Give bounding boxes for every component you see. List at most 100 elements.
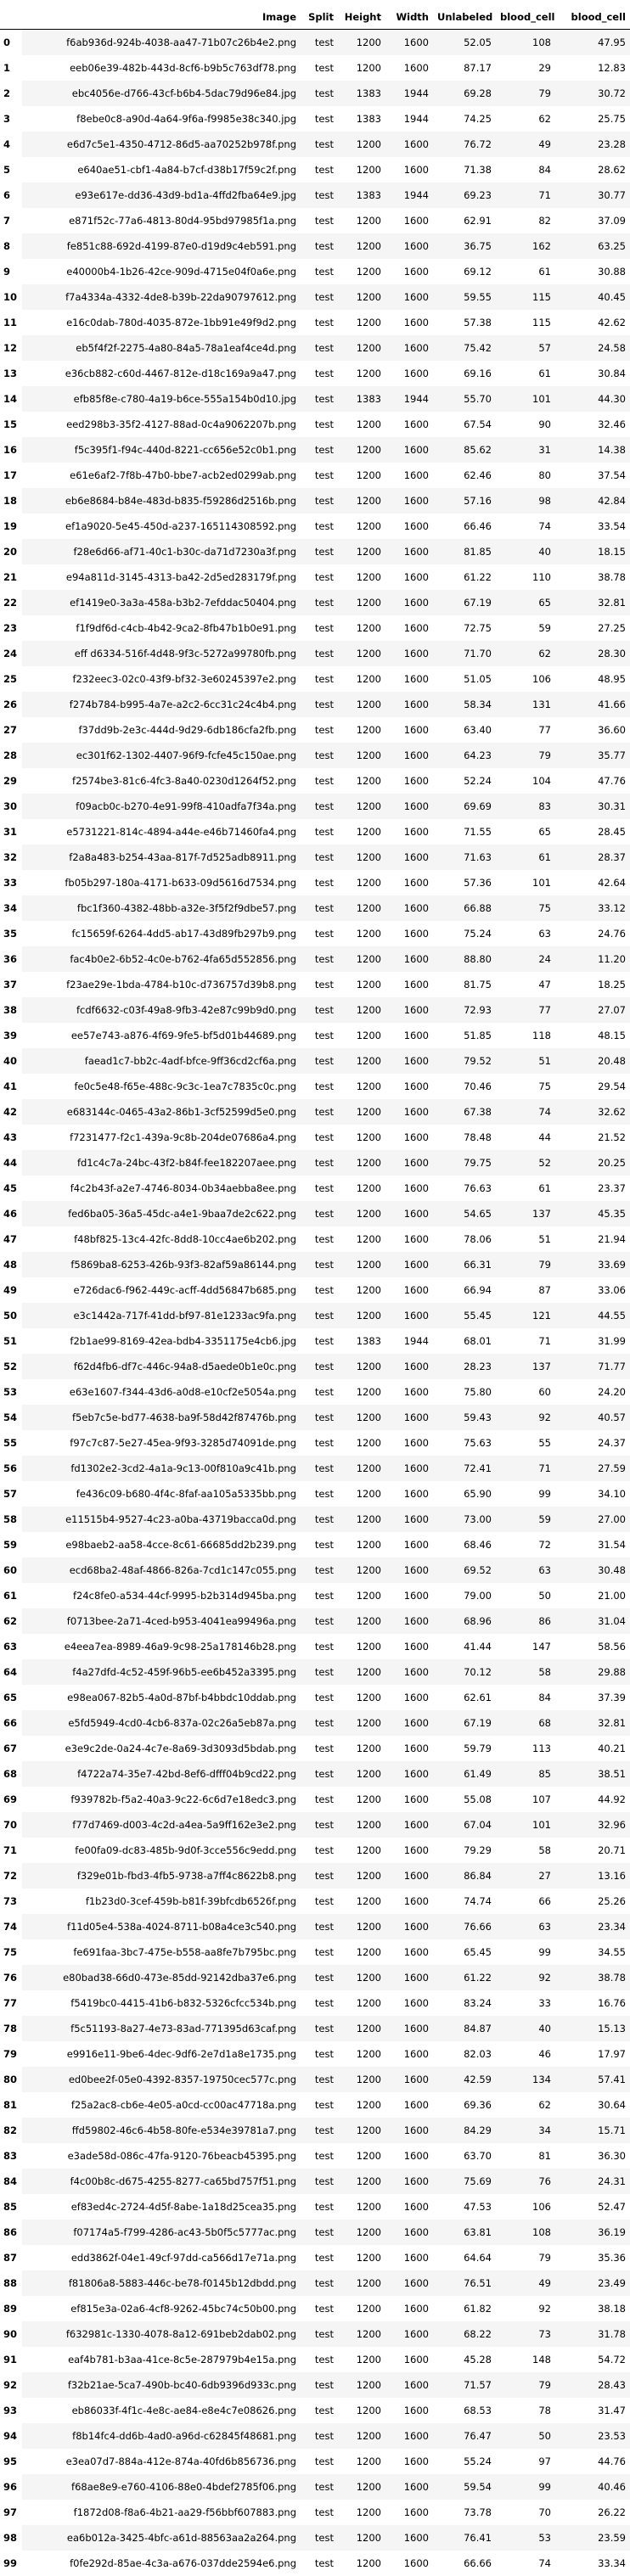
- blood-cell-count-cell: 99: [496, 1481, 555, 1507]
- height-cell: 1200: [338, 921, 385, 946]
- split-cell: test: [301, 1099, 338, 1125]
- split-cell: test: [301, 1405, 338, 1430]
- width-cell: 1600: [385, 564, 433, 590]
- row-index: 62: [0, 1608, 22, 1634]
- blood-cell-count-cell: 62: [496, 2092, 555, 2118]
- blood-cell-percent-cell: 12.83: [555, 55, 630, 81]
- image-cell: e3e9c2de-0a24-4c7e-8a69-3d3093d5bdab.png: [22, 1736, 301, 1761]
- blood-cell-count-cell: 63: [496, 1914, 555, 1939]
- unlabeled-cell: 81.85: [433, 539, 496, 564]
- blood-cell-percent-cell: 40.57: [555, 1405, 630, 1430]
- width-cell: 1600: [385, 1125, 433, 1150]
- blood-cell-percent-cell: 54.72: [555, 2347, 630, 2372]
- image-cell: e11515b4-9527-4c23-a0ba-43719bacca0d.png: [22, 1507, 301, 1532]
- row-index: 86: [0, 2220, 22, 2245]
- height-cell: 1383: [338, 182, 385, 208]
- blood-cell-count-cell: 87: [496, 1277, 555, 1303]
- blood-cell-percent-cell: 25.75: [555, 106, 630, 132]
- image-cell: f2b1ae99-8169-42ea-bdb4-3351175e4cb6.jpg: [22, 1328, 301, 1354]
- image-cell: fe851c88-692d-4199-87e0-d19d9c4eb591.png: [22, 233, 301, 259]
- height-cell: 1200: [338, 1252, 385, 1277]
- width-cell: 1600: [385, 870, 433, 895]
- unlabeled-cell: 57.38: [433, 310, 496, 335]
- unlabeled-cell: 69.23: [433, 182, 496, 208]
- width-cell: 1600: [385, 1787, 433, 1812]
- blood-cell-count-cell: 85: [496, 1761, 555, 1787]
- row-index: 47: [0, 1226, 22, 1252]
- blood-cell-count-cell: 61: [496, 259, 555, 284]
- blood-cell-percent-cell: 23.49: [555, 2270, 630, 2296]
- unlabeled-cell: 69.69: [433, 794, 496, 819]
- height-cell: 1200: [338, 2143, 385, 2169]
- row-index: 58: [0, 1507, 22, 1532]
- row-index: 18: [0, 488, 22, 514]
- split-cell: test: [301, 1023, 338, 1048]
- width-cell: 1600: [385, 1659, 433, 1685]
- unlabeled-cell: 79.29: [433, 1838, 496, 1863]
- row-index: 29: [0, 768, 22, 794]
- image-cell: e40000b4-1b26-42ce-909d-4715e04f0a6e.png: [22, 259, 301, 284]
- blood-cell-count-cell: 53: [496, 2525, 555, 2551]
- width-cell: 1600: [385, 2270, 433, 2296]
- unlabeled-cell: 71.38: [433, 157, 496, 182]
- blood-cell-percent-cell: 31.78: [555, 2321, 630, 2347]
- width-cell: 1600: [385, 768, 433, 794]
- split-cell: test: [301, 1990, 338, 2016]
- height-cell: 1200: [338, 590, 385, 615]
- split-cell: test: [301, 361, 338, 386]
- split-cell: test: [301, 997, 338, 1023]
- height-cell: 1200: [338, 1914, 385, 1939]
- image-cell: e5fd5949-4cd0-4cb6-837a-02c26a5eb87a.png: [22, 1710, 301, 1736]
- image-cell: ecd68ba2-48af-4866-826a-7cd1c147c055.png: [22, 1557, 301, 1583]
- width-cell: 1600: [385, 1405, 433, 1430]
- unlabeled-cell: 52.05: [433, 30, 496, 56]
- blood-cell-count-cell: 107: [496, 1787, 555, 1812]
- blood-cell-count-cell: 77: [496, 717, 555, 743]
- blood-cell-count-cell: 61: [496, 845, 555, 870]
- unlabeled-cell: 76.63: [433, 1176, 496, 1201]
- unlabeled-cell: 67.19: [433, 590, 496, 615]
- blood-cell-percent-cell: 24.76: [555, 921, 630, 946]
- unlabeled-cell: 84.87: [433, 2016, 496, 2041]
- height-cell: 1200: [338, 666, 385, 692]
- width-cell: 1600: [385, 1379, 433, 1405]
- blood-cell-percent-cell: 23.37: [555, 1176, 630, 1201]
- unlabeled-cell: 67.38: [433, 1099, 496, 1125]
- row-index: 92: [0, 2372, 22, 2398]
- image-cell: fd1c4c7a-24bc-43f2-b84f-fee182207aee.png: [22, 1150, 301, 1176]
- height-cell: 1200: [338, 794, 385, 819]
- image-cell: e6d7c5e1-4350-4712-86d5-aa70252b978f.png: [22, 132, 301, 157]
- blood-cell-percent-cell: 24.20: [555, 1379, 630, 1405]
- row-index: 57: [0, 1481, 22, 1507]
- unlabeled-cell: 66.31: [433, 1252, 496, 1277]
- image-cell: fe0c5e48-f65e-488c-9c3c-1ea7c7835c0c.png: [22, 1074, 301, 1099]
- column-header-blood-cell-count: blood_cell: [496, 5, 555, 30]
- image-cell: f62d4fb6-df7c-446c-94a8-d5aede0b1e0c.png: [22, 1354, 301, 1379]
- blood-cell-count-cell: 74: [496, 514, 555, 539]
- image-cell: f68ae8e9-e760-4106-88e0-4bdef2785f06.png: [22, 2474, 301, 2500]
- split-cell: test: [301, 1939, 338, 1965]
- width-cell: 1600: [385, 361, 433, 386]
- blood-cell-count-cell: 71: [496, 1456, 555, 1481]
- row-index: 74: [0, 1914, 22, 1939]
- blood-cell-count-cell: 113: [496, 1736, 555, 1761]
- split-cell: test: [301, 2041, 338, 2067]
- unlabeled-cell: 59.43: [433, 1405, 496, 1430]
- blood-cell-count-cell: 75: [496, 1074, 555, 1099]
- width-cell: 1600: [385, 55, 433, 81]
- row-index: 4: [0, 132, 22, 157]
- height-cell: 1200: [338, 972, 385, 997]
- image-cell: f77d7469-d003-4c2d-a4ea-5a9ff162e3e2.png: [22, 1812, 301, 1838]
- blood-cell-percent-cell: 47.76: [555, 768, 630, 794]
